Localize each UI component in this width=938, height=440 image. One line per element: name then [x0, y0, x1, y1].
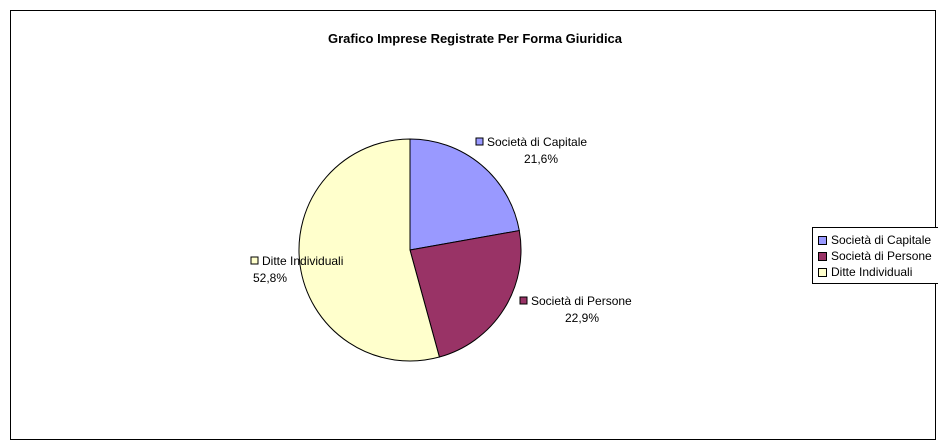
- legend-item-persone: Società di Persone: [818, 248, 932, 264]
- legend-label: Società di Persone: [831, 249, 932, 263]
- legend-swatch: [818, 235, 827, 245]
- slice-label-percent: 52,8%: [253, 271, 287, 285]
- slice-label-swatch: [519, 296, 528, 305]
- slice-label-name: Società di Persone: [531, 294, 632, 308]
- slice-labels: Società di Capitale 21,6% Società di Perso…: [250, 135, 632, 325]
- slice-label-name: Società di Capitale: [487, 135, 587, 149]
- pie-slice-3: [298, 138, 441, 362]
- legend-item-capitale: Società di Capitale: [818, 232, 931, 248]
- slice-label-swatch: [475, 137, 484, 146]
- legend-label: Ditte Individuali: [831, 265, 913, 279]
- slice-label-percent: 21,6%: [524, 152, 558, 166]
- legend-item-ditte: Ditte Individuali: [818, 264, 912, 280]
- legend-label: Società di Capitale: [831, 233, 932, 247]
- pie-slices: [298, 138, 522, 362]
- slice-label-swatch: [250, 256, 259, 265]
- legend: Società di Capitale Società di Persone D…: [812, 227, 938, 284]
- pie-slice-2: [409, 229, 522, 358]
- pie-slice-1: [409, 138, 520, 251]
- slice-label-percent: 22,9%: [565, 311, 599, 325]
- slice-label-name: Ditte Individuali: [262, 254, 343, 268]
- legend-swatch: [818, 251, 827, 261]
- legend-swatch: [818, 267, 827, 277]
- chart-title: Grafico Imprese Registrate Per Forma Giu…: [328, 31, 623, 46]
